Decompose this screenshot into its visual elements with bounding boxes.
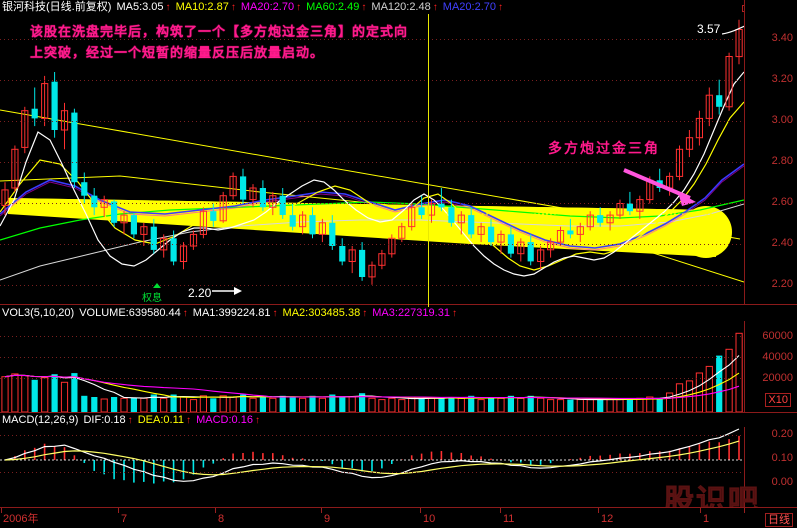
price-chart-canvas xyxy=(0,19,744,295)
low-price-label: 2.20 xyxy=(188,286,212,300)
up-arrow-icon: ↑ xyxy=(361,2,367,13)
macd-chart-panel[interactable] xyxy=(0,427,744,507)
volume-ma2-readout: MA2:303485.38 xyxy=(282,307,361,319)
candlestick-series xyxy=(1,19,743,285)
date-tick: 2006年 xyxy=(3,513,39,525)
macd-axis: 0.20 0.10 0.00 xyxy=(744,427,797,507)
up-arrow-icon: ↑ xyxy=(230,2,236,13)
volume-scale-badge: X10 xyxy=(765,393,791,407)
high-price-label: 3.57 xyxy=(697,22,721,36)
pattern-label: 多方炮过金三角 xyxy=(548,141,660,157)
up-arrow-icon: ↑ xyxy=(254,415,260,426)
price-chart-panel[interactable]: 多方炮过金三角 xyxy=(0,14,744,304)
analysis-annotation-text: 该股在洗盘完毕后，构筑了一个【多方炮过金三角】的定式向上突破，经过一个短暂的缩量… xyxy=(30,25,409,61)
up-arrow-icon: ↑ xyxy=(165,2,171,13)
volume-readout: VOLUME:639580.44 xyxy=(79,307,181,319)
volume-panel-header: VOL3(5,10,20) VOLUME:639580.44 ↑ MA1:3992… xyxy=(2,307,459,320)
up-arrow-icon: ↑ xyxy=(182,308,188,319)
price-tick: 2.80 xyxy=(771,155,793,167)
date-tick: 9 xyxy=(324,513,331,525)
macd-dif-readout: DIF:0.18 xyxy=(83,414,126,426)
volume-tick: 40000 xyxy=(762,351,793,363)
price-tick: 2.20 xyxy=(771,278,793,290)
ma-readout-ma10: MA10:2.87 xyxy=(175,1,229,13)
ma-long-yellow xyxy=(0,175,744,283)
price-panel-header: 银河科技(日线.前复权) MA5:3.05 ↑ MA10:2.87 ↑ MA20:2… xyxy=(2,1,505,14)
macd-dif-line xyxy=(4,428,740,482)
macd-value-readout: MACD:0.16 xyxy=(196,414,253,426)
macd-dea-readout: DEA:0.11 xyxy=(137,414,185,426)
volume-ma3-readout: MA3:227319.31 xyxy=(372,307,450,319)
volume-chart-panel[interactable] xyxy=(0,321,744,412)
date-tick: 10 xyxy=(423,513,436,525)
macd-tick: 0.00 xyxy=(771,476,793,488)
volume-chart-canvas xyxy=(1,332,743,412)
date-tick: 11 xyxy=(503,513,515,525)
volume-ma1-readout: MA1:399224.81 xyxy=(192,307,271,319)
date-tick: 8 xyxy=(218,513,225,525)
up-arrow-icon: ↑ xyxy=(451,308,457,319)
volume-indicator-title: VOL3(5,10,20) xyxy=(2,307,75,319)
macd-indicator-title: MACD(12,26,9) xyxy=(2,414,79,426)
ma-readout-ma60: MA60:2.49 xyxy=(306,1,360,13)
volume-bar-series xyxy=(1,332,743,412)
price-tick: 3.20 xyxy=(771,73,793,85)
date-tick: 12 xyxy=(601,513,614,525)
ma5-line xyxy=(0,71,744,277)
pattern-arrow-icon xyxy=(623,168,696,206)
up-arrow-icon: ↑ xyxy=(362,308,368,319)
up-arrow-icon: ↑ xyxy=(186,415,192,426)
ma-readout-ma20b: MA20:2.70 xyxy=(442,1,496,13)
ma-readout-ma20: MA20:2.70 xyxy=(240,1,295,13)
up-arrow-icon: ↑ xyxy=(272,308,278,319)
volume-axis: 60000 40000 20000 X10 xyxy=(744,321,797,412)
crosshair-vertical-line[interactable] xyxy=(428,14,429,307)
up-arrow-icon: ↑ xyxy=(127,415,133,426)
price-tick: 3.00 xyxy=(771,114,793,126)
volume-tick: 20000 xyxy=(762,372,793,384)
price-tick: 2.60 xyxy=(771,196,793,208)
up-arrow-icon: ↑ xyxy=(296,2,302,13)
low-price-arrow-icon xyxy=(212,287,242,295)
dividend-marker-label: 权息 xyxy=(142,293,162,304)
ma20-magenta-line xyxy=(0,165,744,251)
macd-tick: 0.20 xyxy=(771,428,793,440)
ma-readout-ma120: MA120:2.48 xyxy=(371,1,431,13)
up-arrow-icon: ↑ xyxy=(432,2,438,13)
dividend-triangle-icon xyxy=(153,283,161,288)
volume-tick: 60000 xyxy=(762,330,793,342)
date-tick: 1 xyxy=(703,513,710,525)
date-tick: 7 xyxy=(121,513,128,525)
ma-readout-ma5: MA5:3.05 xyxy=(116,1,164,13)
price-tick: 2.40 xyxy=(771,237,793,249)
stock-title: 银河科技(日线.前复权) xyxy=(2,1,112,13)
macd-chart-canvas xyxy=(0,428,744,484)
price-axis: 3.40 3.20 3.00 2.80 2.60 2.40 2.20 xyxy=(744,0,797,305)
price-tick: 3.40 xyxy=(771,32,793,44)
volume-ma3-line xyxy=(4,374,740,399)
date-axis: 2006年 7 8 9 10 11 12 1 日线 xyxy=(0,508,797,528)
period-badge: 日线 xyxy=(765,513,793,527)
macd-tick: 0.10 xyxy=(771,452,793,464)
macd-panel-header: MACD(12,26,9) DIF:0.18 ↑ DEA:0.11 ↑ MACD:0… xyxy=(2,414,262,427)
up-arrow-icon: ↑ xyxy=(498,2,503,13)
